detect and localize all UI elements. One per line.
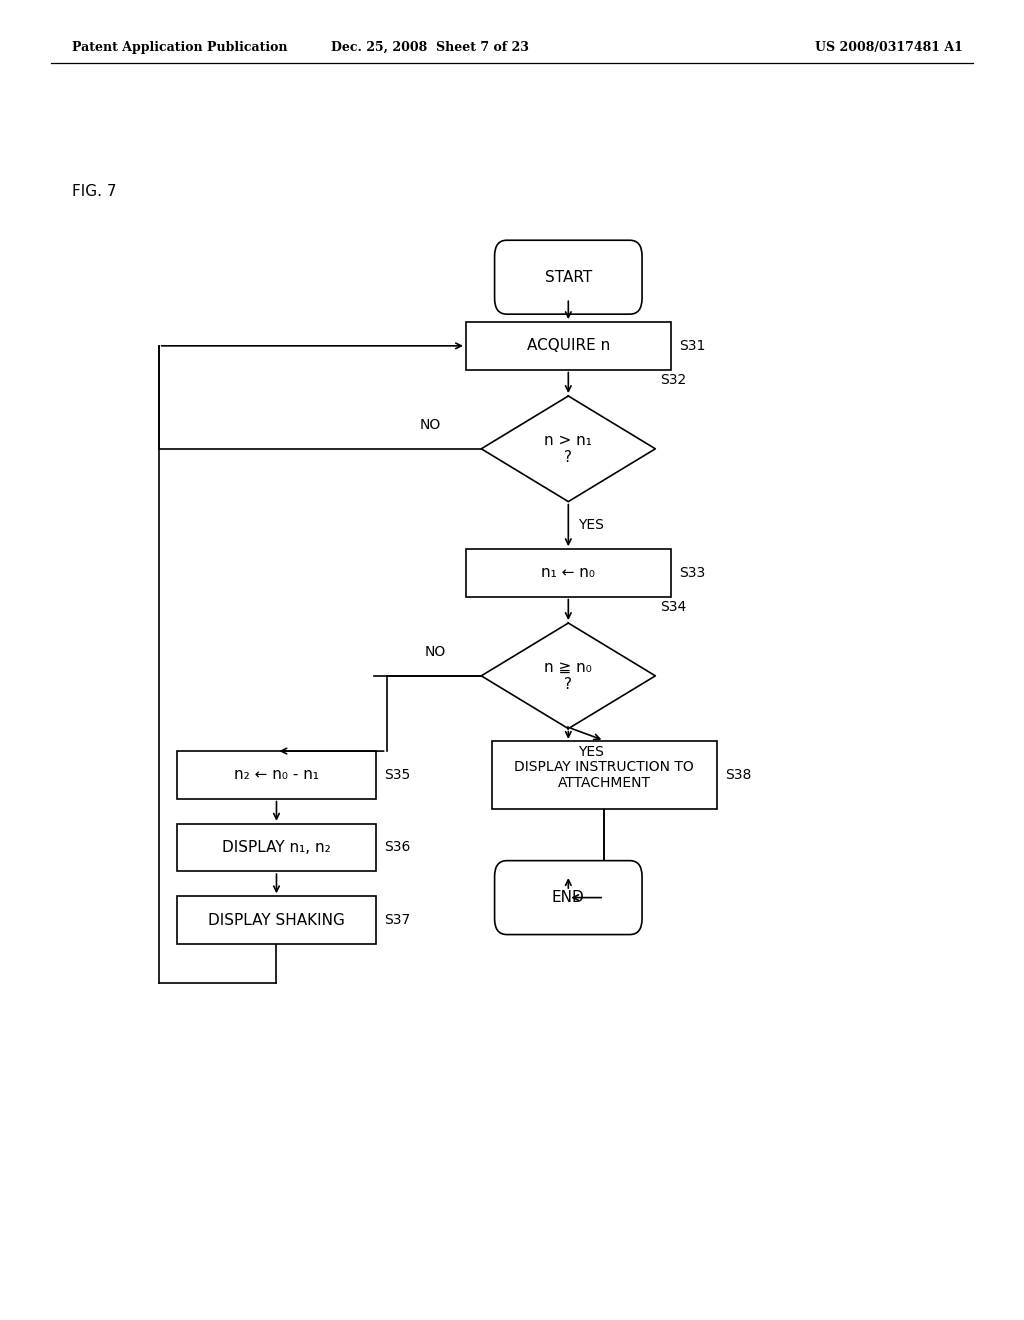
Text: S31: S31	[679, 339, 706, 352]
Text: DISPLAY SHAKING: DISPLAY SHAKING	[208, 912, 345, 928]
Text: S38: S38	[725, 768, 752, 781]
Text: n > n₁
?: n > n₁ ?	[545, 433, 592, 465]
Text: END: END	[552, 890, 585, 906]
Text: S37: S37	[385, 913, 411, 927]
Text: DISPLAY n₁, n₂: DISPLAY n₁, n₂	[222, 840, 331, 855]
Text: START: START	[545, 269, 592, 285]
Bar	[466, 549, 671, 597]
Bar	[492, 741, 717, 809]
Text: S35: S35	[385, 768, 411, 781]
Text: YES: YES	[579, 519, 604, 532]
Text: FIG. 7: FIG. 7	[72, 183, 116, 199]
Text: S36: S36	[385, 841, 411, 854]
FancyBboxPatch shape	[495, 240, 642, 314]
Text: US 2008/0317481 A1: US 2008/0317481 A1	[815, 41, 963, 54]
Text: YES: YES	[579, 746, 604, 759]
Bar	[466, 322, 671, 370]
Text: NO: NO	[420, 418, 441, 432]
Text: S32: S32	[660, 374, 687, 387]
Text: NO: NO	[425, 645, 446, 659]
Bar	[177, 824, 377, 871]
Text: S34: S34	[660, 601, 687, 614]
Text: Dec. 25, 2008  Sheet 7 of 23: Dec. 25, 2008 Sheet 7 of 23	[331, 41, 529, 54]
Text: Patent Application Publication: Patent Application Publication	[72, 41, 287, 54]
FancyBboxPatch shape	[495, 861, 642, 935]
Text: ACQUIRE n: ACQUIRE n	[526, 338, 610, 354]
Text: DISPLAY INSTRUCTION TO
ATTACHMENT: DISPLAY INSTRUCTION TO ATTACHMENT	[514, 760, 694, 789]
Text: n ≧ n₀
?: n ≧ n₀ ?	[545, 660, 592, 692]
Text: S33: S33	[679, 566, 706, 579]
Text: n₁ ← n₀: n₁ ← n₀	[542, 565, 595, 581]
Text: n₂ ← n₀ - n₁: n₂ ← n₀ - n₁	[233, 767, 319, 783]
Bar	[177, 896, 377, 944]
Bar	[177, 751, 377, 799]
